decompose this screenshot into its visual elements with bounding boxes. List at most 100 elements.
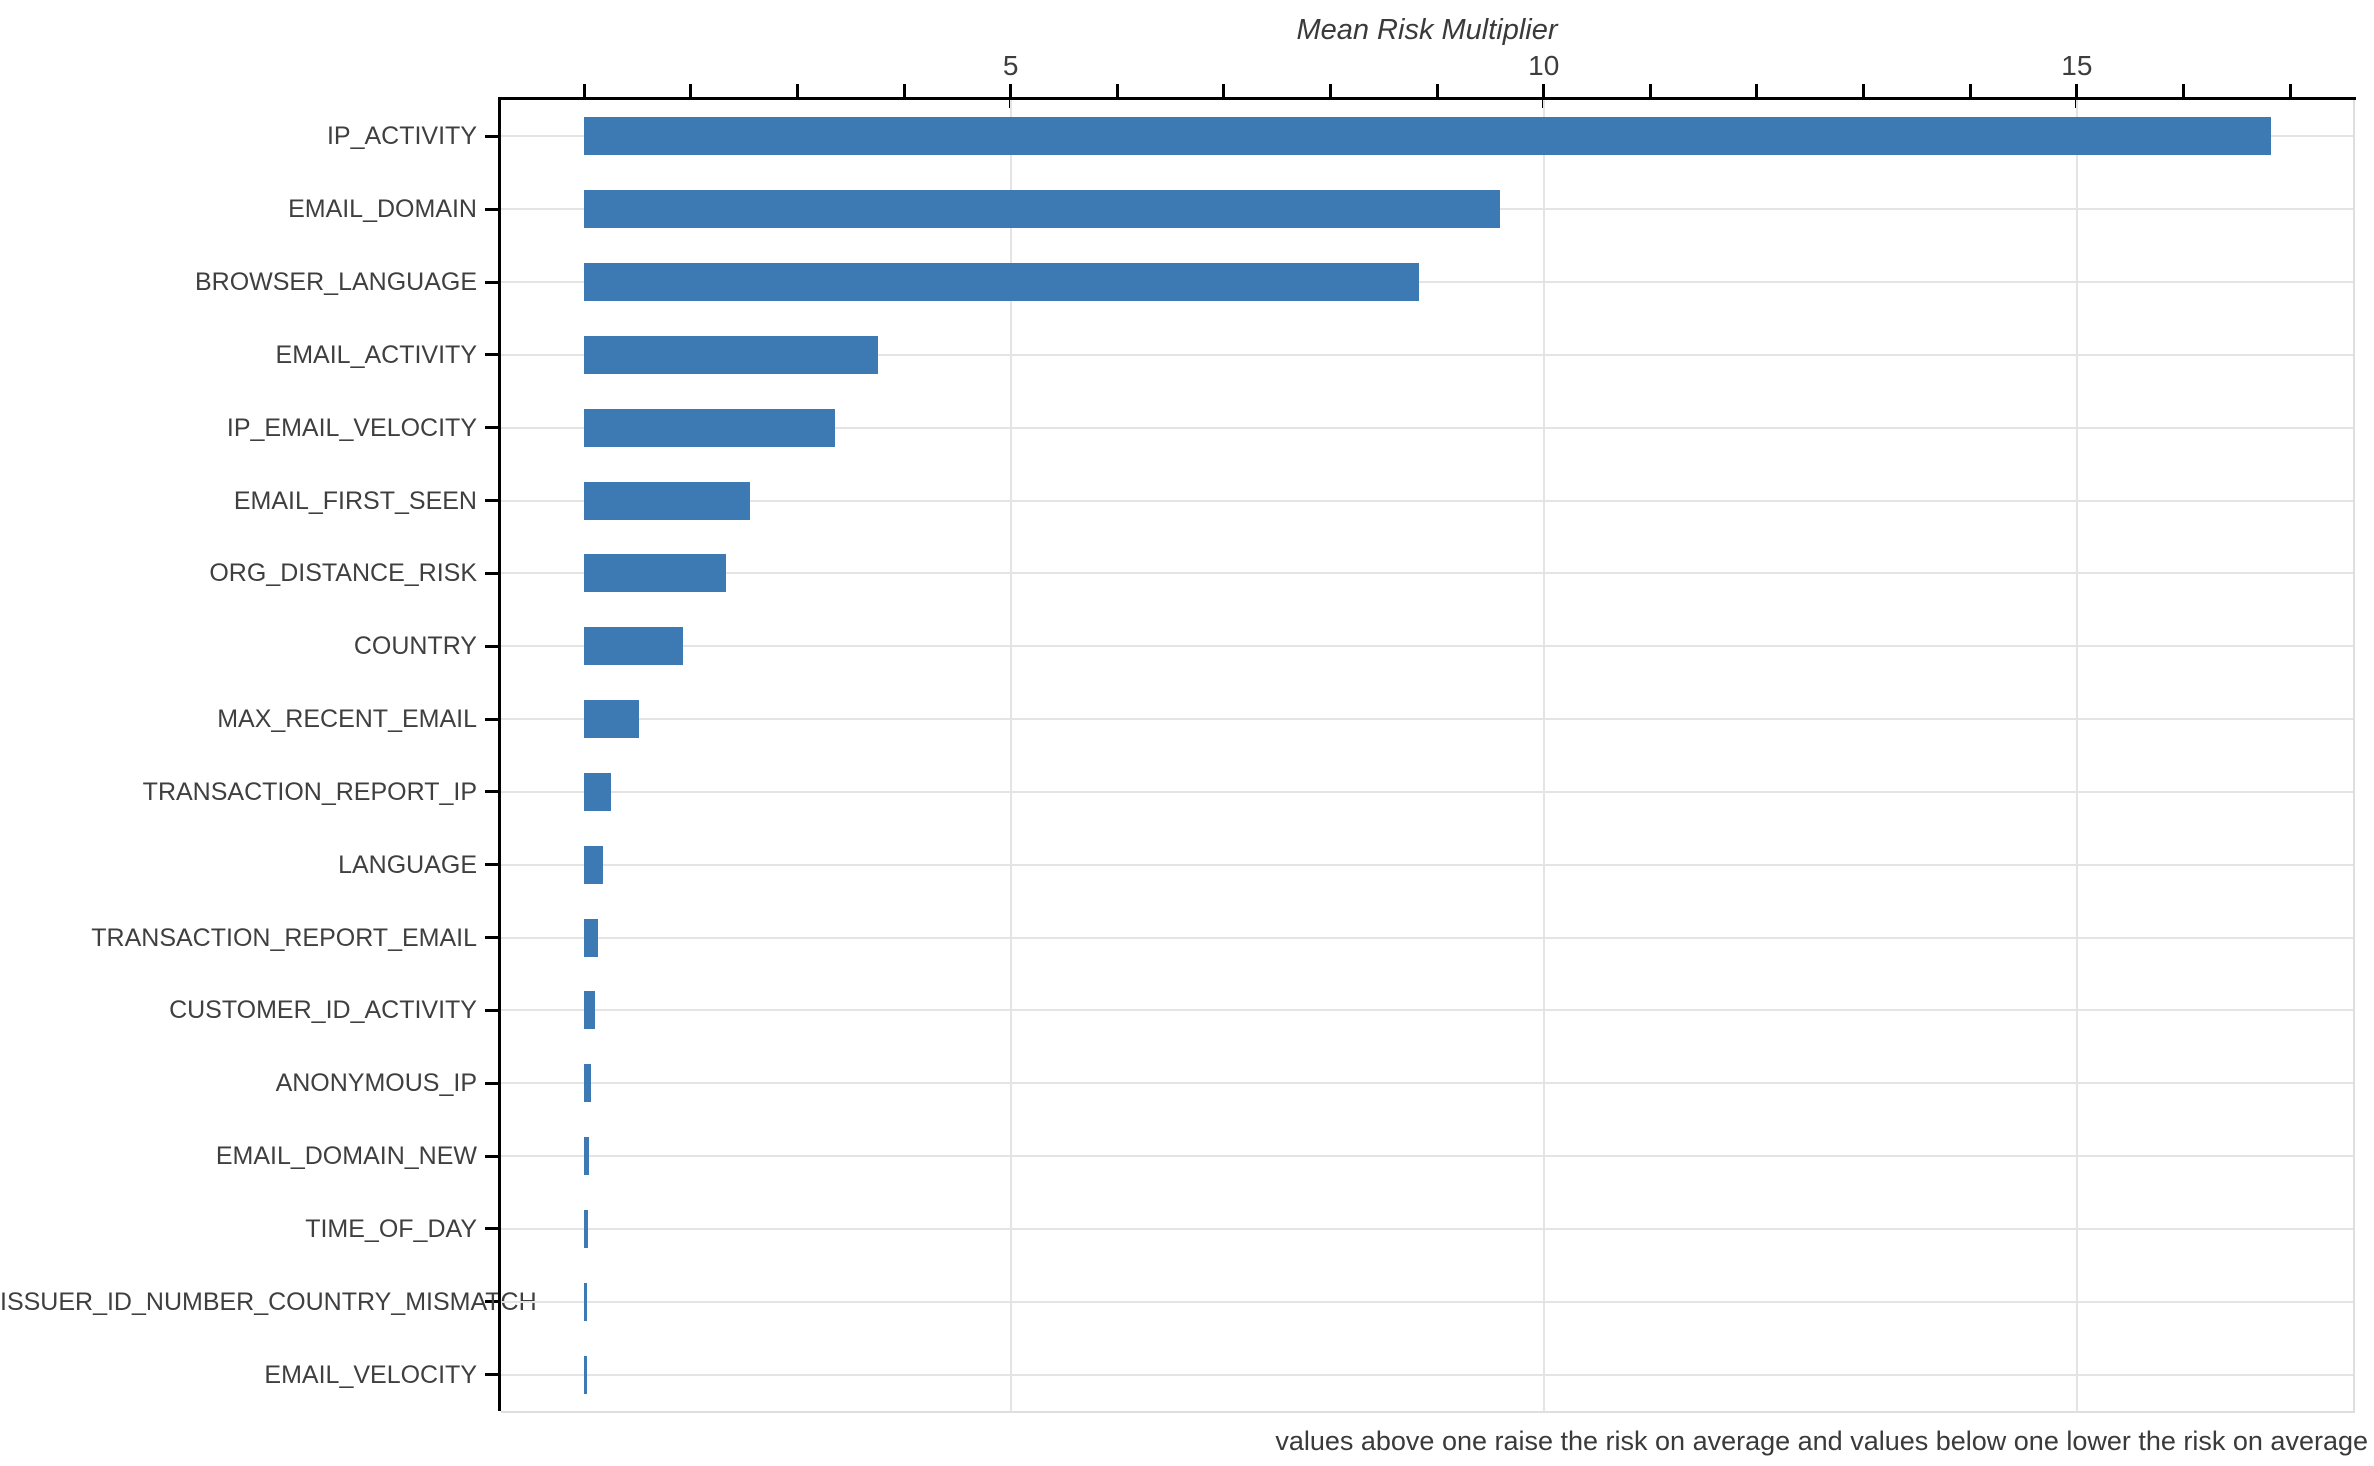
bar-email_activity: [584, 335, 879, 374]
category-label: MAX_RECENT_EMAIL: [217, 705, 477, 734]
bar-email_first_seen: [584, 481, 751, 520]
y-tick: [485, 1373, 498, 1377]
bar-browser_language: [584, 263, 1419, 302]
x-minor-tick: [1435, 84, 1439, 97]
y-tick: [485, 863, 498, 867]
y-tick: [485, 1300, 498, 1304]
bar-max_recent_email: [584, 700, 639, 739]
row-gridline: [501, 1155, 2353, 1158]
y-tick: [485, 1227, 498, 1231]
row-gridline: [501, 645, 2353, 648]
x-minor-tick: [1862, 84, 1866, 97]
row-gridline: [501, 936, 2353, 939]
plot-bottom-edge: [501, 1411, 2355, 1413]
x-tick-label: 15: [2061, 50, 2093, 81]
y-tick: [485, 280, 498, 284]
x-minor-tick: [582, 84, 586, 97]
row-gridline: [501, 1300, 2353, 1303]
category-label: EMAIL_ACTIVITY: [275, 340, 477, 369]
category-label: BROWSER_LANGUAGE: [194, 268, 477, 297]
bar-issuer_id_number_country_mismatch: [584, 1282, 588, 1321]
bar-email_domain: [584, 190, 1501, 229]
y-tick: [485, 353, 498, 357]
category-label: EMAIL_FIRST_SEEN: [233, 486, 477, 515]
category-label: LANGUAGE: [338, 850, 477, 879]
category-label: EMAIL_DOMAIN: [288, 195, 477, 224]
x-gridline: [1542, 100, 1545, 1411]
x-minor-tick: [2181, 84, 2185, 97]
x-minor-tick: [1755, 84, 1759, 97]
y-tick: [485, 1081, 498, 1085]
bar-transaction_report_ip: [584, 772, 611, 811]
x-gridline: [1009, 100, 1012, 1411]
x-axis-domain-line: [501, 97, 2356, 100]
x-minor-tick: [1115, 84, 1119, 97]
y-tick: [485, 644, 498, 648]
bar-anonymous_ip: [584, 1064, 591, 1103]
plot-right-edge: [2353, 100, 2355, 1411]
bar-email_domain_new: [584, 1137, 589, 1176]
row-gridline: [501, 353, 2353, 356]
row-gridline: [501, 1227, 2353, 1230]
row-gridline: [501, 1082, 2353, 1085]
y-tick: [485, 1008, 498, 1012]
x-minor-tick: [1222, 84, 1226, 97]
x-major-tick: [1009, 84, 1013, 108]
bar-ip_activity: [584, 117, 2271, 156]
category-label: TIME_OF_DAY: [305, 1214, 477, 1243]
bar-customer_id_activity: [584, 991, 595, 1030]
y-tick: [485, 571, 498, 575]
x-tick-label: 10: [1528, 50, 1560, 81]
y-tick: [485, 499, 498, 503]
category-label: IP_ACTIVITY: [326, 122, 477, 151]
y-tick: [485, 717, 498, 721]
category-label: ANONYMOUS_IP: [275, 1069, 477, 1098]
chart-title: Mean Risk Multiplier: [1296, 14, 1558, 46]
category-label: ORG_DISTANCE_RISK: [209, 559, 477, 588]
category-label: ISSUER_ID_NUMBER_COUNTRY_MISMATCH: [0, 1287, 537, 1316]
y-tick: [485, 426, 498, 430]
row-gridline: [501, 790, 2353, 793]
x-major-tick: [1542, 84, 1546, 108]
x-minor-tick: [1648, 84, 1652, 97]
y-tick: [485, 936, 498, 940]
x-tick-label: 5: [1002, 50, 1019, 81]
x-minor-tick: [689, 84, 693, 97]
row-gridline: [501, 718, 2353, 721]
bar-transaction_report_email: [584, 918, 599, 957]
row-gridline: [501, 1373, 2353, 1376]
x-gridline: [2075, 100, 2078, 1411]
y-tick: [485, 1154, 498, 1158]
category-label: TRANSACTION_REPORT_EMAIL: [91, 923, 477, 952]
row-gridline: [501, 281, 2353, 284]
bar-org_distance_risk: [584, 554, 726, 593]
row-gridline: [501, 426, 2353, 429]
category-label: COUNTRY: [353, 632, 477, 661]
bar-ip_email_velocity: [584, 408, 835, 447]
plot-area: [501, 100, 2353, 1411]
category-label: EMAIL_VELOCITY: [264, 1360, 477, 1389]
x-minor-tick: [902, 84, 906, 97]
y-tick: [485, 790, 498, 794]
row-gridline: [501, 863, 2353, 866]
bar-language: [584, 845, 604, 884]
bar-country: [584, 627, 684, 666]
chart-caption: values above one raise the risk on avera…: [1275, 1426, 2368, 1456]
row-gridline: [501, 572, 2353, 575]
bar-time_of_day: [584, 1209, 588, 1248]
x-minor-tick: [2288, 84, 2292, 97]
x-minor-tick: [1968, 84, 1972, 97]
x-minor-tick: [1329, 84, 1332, 97]
row-gridline: [501, 1009, 2353, 1012]
y-tick: [485, 207, 498, 211]
category-label: EMAIL_DOMAIN_NEW: [215, 1142, 477, 1171]
x-major-tick: [2075, 84, 2079, 108]
category-label: TRANSACTION_REPORT_IP: [142, 777, 477, 806]
bar-email_velocity: [584, 1355, 588, 1394]
row-gridline: [501, 499, 2353, 502]
category-label: CUSTOMER_ID_ACTIVITY: [169, 996, 477, 1025]
x-minor-tick: [795, 84, 799, 97]
y-tick: [485, 134, 498, 138]
y-axis-domain-line: [498, 97, 501, 1411]
